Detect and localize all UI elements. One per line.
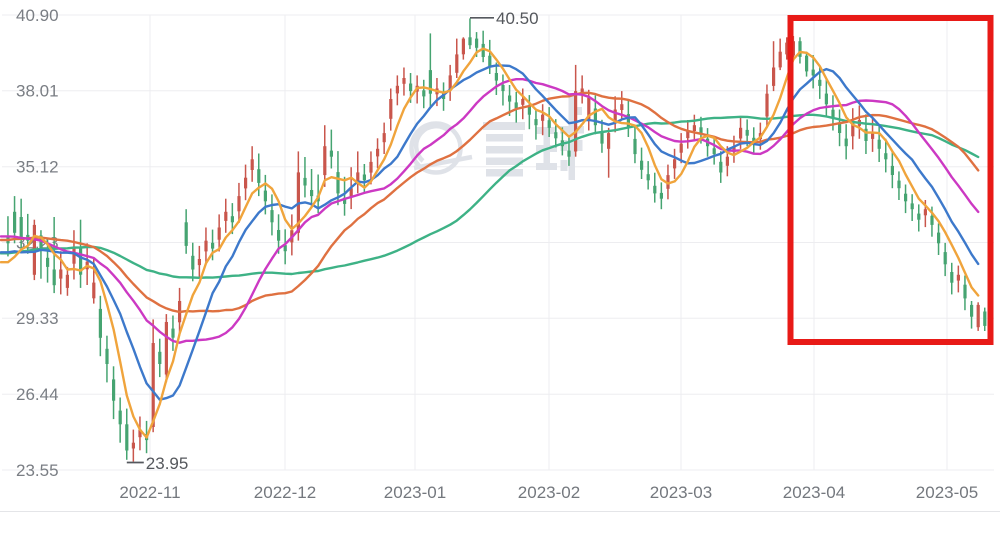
svg-text:2023-03: 2023-03	[650, 483, 712, 502]
svg-text:2023-01: 2023-01	[384, 483, 446, 502]
svg-text:23.95: 23.95	[146, 454, 189, 473]
svg-text:26.44: 26.44	[16, 385, 59, 404]
svg-text:38.01: 38.01	[16, 82, 59, 101]
svg-text:40.50: 40.50	[496, 9, 539, 28]
svg-text:40.90: 40.90	[16, 6, 59, 25]
svg-text:2022-11: 2022-11	[119, 483, 180, 502]
svg-text:2022-12: 2022-12	[254, 483, 316, 502]
svg-text:35.12: 35.12	[16, 158, 59, 177]
svg-text:23.55: 23.55	[16, 461, 59, 480]
svg-text:29.33: 29.33	[16, 309, 59, 328]
svg-text:2023-02: 2023-02	[518, 483, 580, 502]
svg-text:2023-04: 2023-04	[783, 483, 845, 502]
svg-text:2023-05: 2023-05	[916, 483, 978, 502]
